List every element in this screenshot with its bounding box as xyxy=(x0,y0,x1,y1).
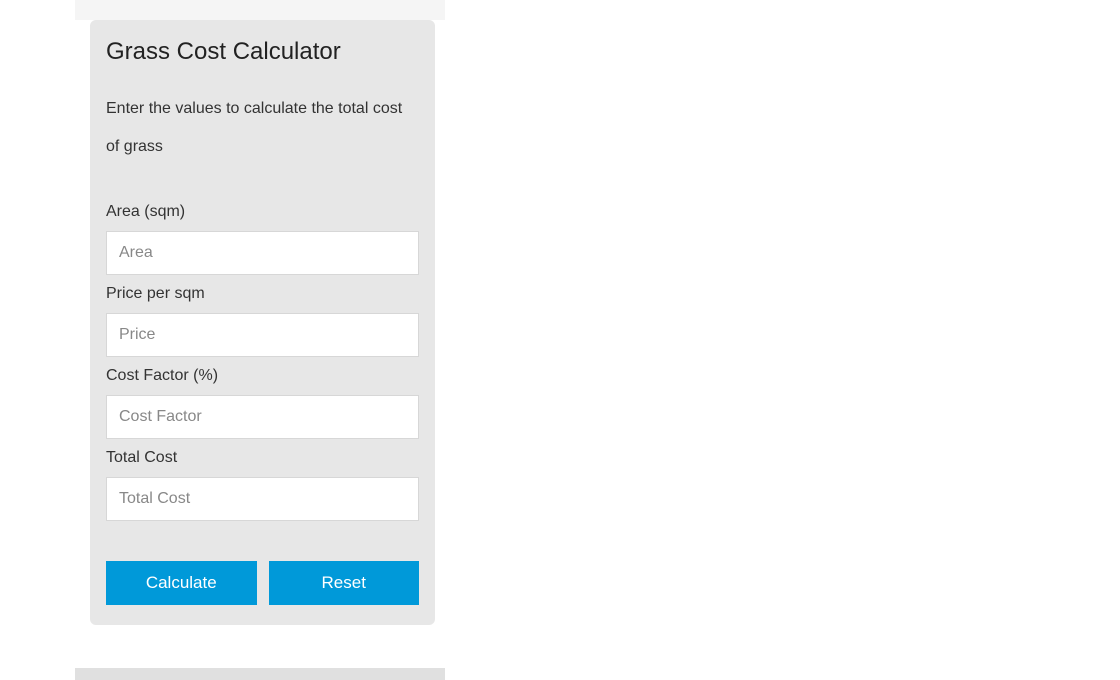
area-label: Area (sqm) xyxy=(106,203,419,221)
factor-input[interactable] xyxy=(106,395,419,439)
reset-button[interactable]: Reset xyxy=(269,561,420,605)
area-input[interactable] xyxy=(106,231,419,275)
field-factor: Cost Factor (%) xyxy=(106,367,419,439)
page-background-strip xyxy=(75,0,445,20)
card-subtitle: Enter the values to calculate the total … xyxy=(106,90,419,167)
total-input[interactable] xyxy=(106,477,419,521)
price-input[interactable] xyxy=(106,313,419,357)
price-label: Price per sqm xyxy=(106,285,419,303)
calculator-card: Grass Cost Calculator Enter the values t… xyxy=(90,20,435,625)
page-bottom-strip xyxy=(75,668,445,680)
field-total: Total Cost xyxy=(106,449,419,521)
field-area: Area (sqm) xyxy=(106,203,419,275)
button-row: Calculate Reset xyxy=(106,561,419,605)
factor-label: Cost Factor (%) xyxy=(106,367,419,385)
calculate-button[interactable]: Calculate xyxy=(106,561,257,605)
field-price: Price per sqm xyxy=(106,285,419,357)
card-title: Grass Cost Calculator xyxy=(106,38,419,66)
total-label: Total Cost xyxy=(106,449,419,467)
